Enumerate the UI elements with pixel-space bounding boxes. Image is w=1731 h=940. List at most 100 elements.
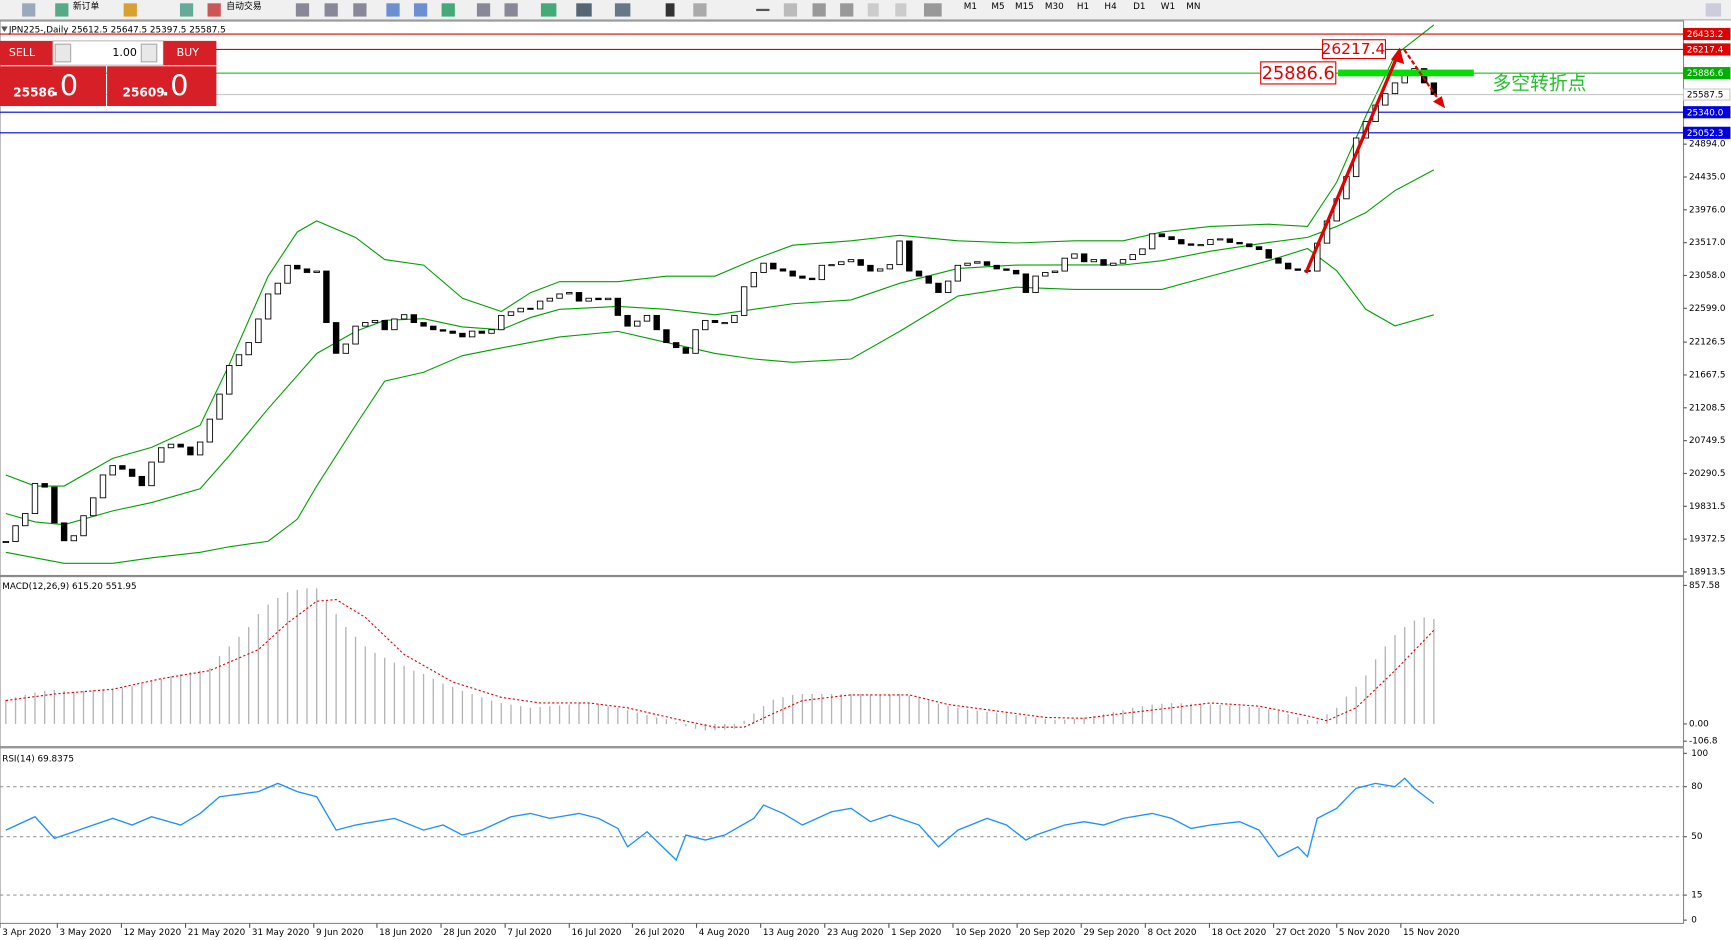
- candle: [70, 535, 78, 542]
- price-level-label: 26433.2: [1687, 30, 1724, 40]
- candle: [1100, 259, 1107, 266]
- x-tick-label: 3 May 2020: [60, 928, 112, 938]
- up-arrow: [1304, 54, 1400, 274]
- candle: [721, 322, 728, 325]
- sell-price-box[interactable]: [0, 66, 106, 107]
- tool-icon[interactable]: [476, 3, 491, 17]
- templates[interactable]: [614, 3, 631, 17]
- x-tick-label: 10 Sep 2020: [955, 928, 1011, 938]
- cursor[interactable]: [665, 3, 675, 17]
- candle: [1148, 233, 1156, 250]
- candle: [99, 474, 107, 499]
- sell-price[interactable]: 25586: [13, 85, 55, 99]
- y-tick-label: 18913.5: [1689, 567, 1726, 577]
- channel[interactable]: [812, 3, 826, 17]
- candle: [352, 325, 359, 345]
- fibo[interactable]: [840, 3, 854, 17]
- buy-label[interactable]: BUY: [177, 46, 200, 59]
- rsi-y-tick-label: 80: [1691, 782, 1703, 792]
- candle: [245, 342, 252, 356]
- timeframe-button[interactable]: MN: [1186, 2, 1200, 12]
- toolbar-icon[interactable]: [22, 3, 36, 17]
- candle: [1012, 269, 1020, 275]
- candle: [1032, 275, 1039, 293]
- buy-price[interactable]: 25609: [123, 85, 165, 99]
- buy-pip[interactable]: .0: [161, 68, 188, 102]
- candle: [332, 322, 340, 354]
- timeframe-button[interactable]: D1: [1133, 2, 1145, 12]
- price-level-label: 26217.4: [1687, 46, 1724, 56]
- candle: [449, 330, 456, 334]
- buy-price-box[interactable]: [107, 66, 217, 107]
- candle: [1119, 259, 1127, 264]
- timeframe-button[interactable]: H4: [1104, 2, 1117, 12]
- timeframe-button[interactable]: M1: [964, 2, 977, 12]
- sell-label[interactable]: SELL: [9, 46, 36, 59]
- y-tick-label: 20749.5: [1689, 436, 1726, 446]
- rsi-panel: [0, 747, 1685, 924]
- candle: [731, 314, 738, 324]
- search-icon[interactable]: [1705, 3, 1722, 17]
- candle: [235, 354, 243, 366]
- auto-trading-button[interactable]: 自动交易: [226, 0, 261, 12]
- candle: [838, 261, 845, 266]
- candle: [400, 314, 408, 320]
- candle: [303, 268, 311, 273]
- volume-up[interactable]: [140, 43, 158, 63]
- arrows[interactable]: [924, 3, 942, 17]
- timeframe-button[interactable]: M5: [991, 2, 1004, 12]
- y-tick-label: 23517.0: [1689, 238, 1726, 248]
- timeframe-button[interactable]: M30: [1045, 2, 1064, 12]
- candle: [2, 541, 10, 544]
- volume-down[interactable]: [54, 43, 72, 63]
- candle: [60, 522, 68, 542]
- candle: [711, 319, 719, 324]
- volume-value[interactable]: 1.00: [112, 46, 137, 59]
- zoom-out[interactable]: [413, 3, 428, 17]
- sell-pip[interactable]: .0: [51, 68, 78, 102]
- zoom-in[interactable]: [386, 3, 400, 17]
- candle: [1129, 254, 1136, 261]
- tile[interactable]: [441, 3, 455, 17]
- candle: [12, 525, 19, 542]
- candle: [167, 443, 175, 449]
- candle: [478, 330, 486, 334]
- new-order-icon[interactable]: [55, 3, 69, 17]
- candle: [323, 270, 330, 324]
- periods[interactable]: [576, 3, 592, 17]
- tool-icon[interactable]: [295, 3, 310, 17]
- rsi-y-tick-label: 15: [1691, 891, 1702, 901]
- buy-button[interactable]: [163, 40, 217, 66]
- trendline[interactable]: [783, 3, 798, 17]
- sell-button[interactable]: [0, 40, 53, 66]
- candle: [964, 262, 971, 266]
- candle: [993, 264, 1000, 270]
- timeframe-button[interactable]: H1: [1077, 2, 1089, 12]
- candle: [468, 330, 476, 338]
- hline[interactable]: [756, 8, 770, 12]
- label-tool[interactable]: [895, 3, 907, 17]
- candle: [867, 264, 874, 272]
- candle: [876, 268, 884, 272]
- candle: [1139, 248, 1146, 256]
- timeframe-button[interactable]: W1: [1161, 2, 1175, 12]
- auto-trading-icon[interactable]: [207, 3, 221, 17]
- candle: [216, 393, 223, 420]
- candle: [1275, 257, 1282, 264]
- candle: [546, 297, 554, 302]
- new-order-button[interactable]: 新订单: [73, 0, 100, 12]
- candle: [274, 282, 282, 295]
- indicators[interactable]: [540, 3, 557, 17]
- crosshair[interactable]: [693, 3, 707, 17]
- timeframe-button[interactable]: M15: [1015, 2, 1034, 12]
- toolbar-icon[interactable]: [123, 3, 137, 17]
- tool-icon[interactable]: [504, 3, 518, 17]
- candle: [498, 314, 505, 331]
- y-tick-label: 22126.5: [1689, 338, 1726, 348]
- toolbar-icon[interactable]: [179, 3, 194, 17]
- tool-icon[interactable]: [353, 3, 367, 17]
- text-tool[interactable]: [867, 3, 879, 17]
- candle: [294, 264, 301, 270]
- tool-icon[interactable]: [324, 3, 338, 17]
